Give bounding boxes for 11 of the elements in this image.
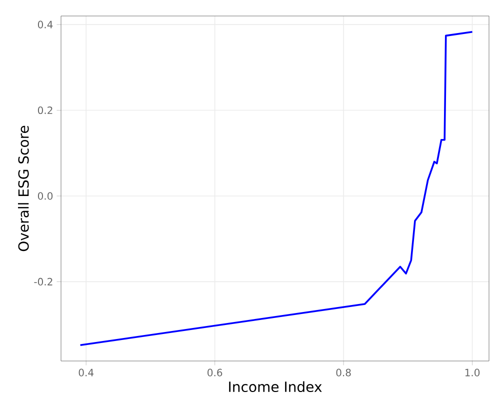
x-tick-label: 0.4 [78, 368, 94, 376]
y-axis-title: Overall ESG Score [18, 126, 29, 252]
y-tick-label: 0.2 [38, 106, 52, 114]
x-tick-label: 0.6 [208, 368, 222, 376]
x-tick-label: 1.0 [465, 368, 480, 376]
line-series [79, 30, 474, 346]
y-tick-label: 0.0 [38, 192, 53, 200]
y-tick-label: -0.2 [34, 278, 52, 286]
x-tick-label: 0.8 [336, 368, 351, 376]
y-tick-label: 0.4 [38, 20, 53, 28]
x-axis-title: Income Index [229, 381, 322, 392]
